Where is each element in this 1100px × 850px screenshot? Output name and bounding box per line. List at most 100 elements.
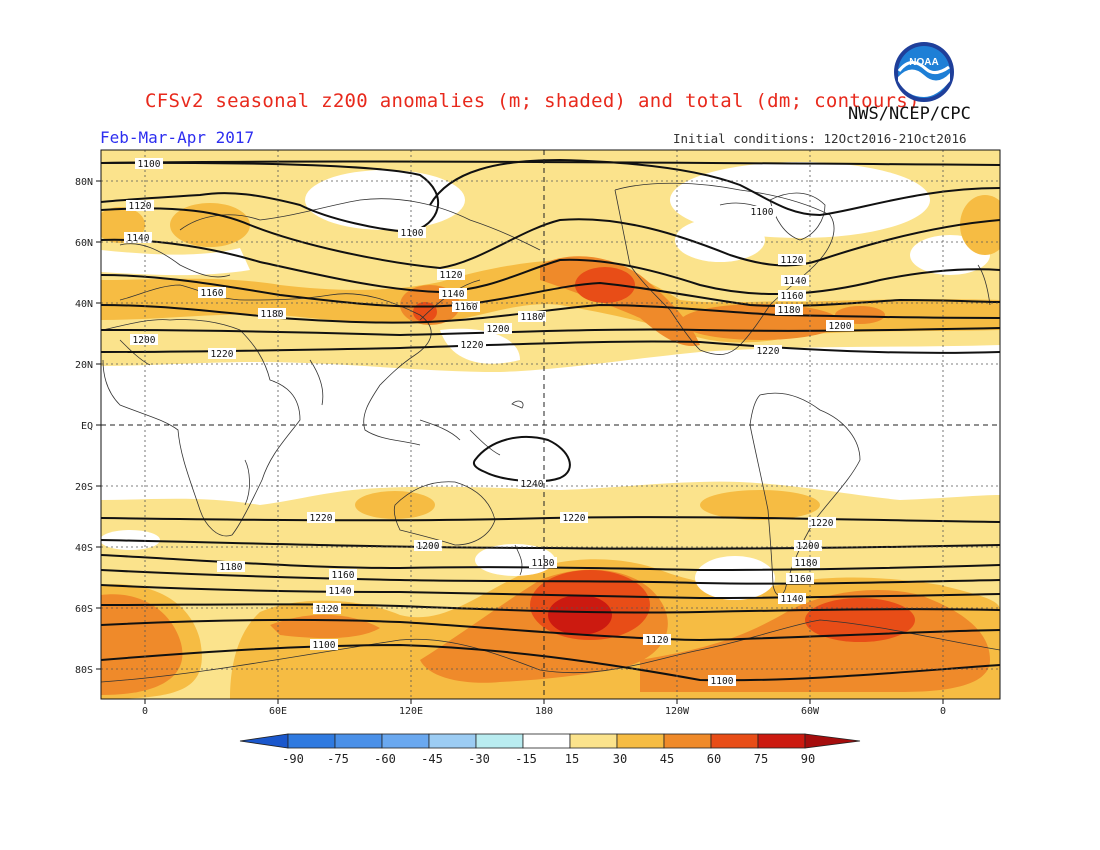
colorbar-label: -30 bbox=[468, 752, 490, 766]
contour-label: 1180 bbox=[217, 561, 245, 573]
svg-text:1120: 1120 bbox=[129, 201, 152, 212]
svg-text:1140: 1140 bbox=[127, 233, 150, 244]
lon-label: 120W bbox=[665, 706, 690, 717]
noaa-logo-text: NOAA bbox=[909, 57, 938, 68]
map-title: CFSv2 seasonal z200 anomalies (m; shaded… bbox=[145, 90, 920, 112]
colorbar-swatch bbox=[522, 733, 571, 749]
initial-conditions-label: Initial conditions: 12Oct2016-21Oct2016 bbox=[673, 131, 967, 146]
colorbar: -90 -75 -60 -45 -30 -15 15 30 45 60 75 9… bbox=[239, 733, 861, 766]
svg-text:1200: 1200 bbox=[417, 541, 440, 552]
svg-text:1120: 1120 bbox=[646, 635, 669, 646]
contour-label: 1200 bbox=[414, 540, 442, 552]
lat-lon-grid bbox=[101, 150, 1000, 699]
lon-label: 0 bbox=[940, 706, 946, 717]
colorbar-swatch bbox=[663, 733, 712, 749]
svg-text:1220: 1220 bbox=[310, 513, 333, 524]
contour-label: 1220 bbox=[458, 339, 486, 351]
colorbar-swatch bbox=[334, 733, 383, 749]
contour-label: 1160 bbox=[452, 301, 480, 313]
contour-label: 1240 bbox=[518, 478, 546, 490]
contour-label: 1200 bbox=[484, 323, 512, 335]
colorbar-swatch bbox=[428, 733, 477, 749]
lat-label: 20N bbox=[75, 360, 93, 371]
colorbar-label: 75 bbox=[754, 752, 768, 766]
svg-text:1220: 1220 bbox=[563, 513, 586, 524]
svg-text:1140: 1140 bbox=[329, 586, 352, 597]
svg-text:1140: 1140 bbox=[781, 594, 804, 605]
contour-label: 1200 bbox=[794, 540, 822, 552]
colorbar-label: -90 bbox=[282, 752, 304, 766]
coastlines bbox=[101, 182, 1000, 683]
colorbar-swatch bbox=[757, 733, 806, 749]
lat-label: 60S bbox=[75, 604, 93, 615]
equator-dateline bbox=[101, 150, 1000, 699]
contour-label: 1120 bbox=[778, 254, 806, 266]
contour-label: 1220 bbox=[560, 512, 588, 524]
contour-label: 1160 bbox=[198, 287, 226, 299]
svg-text:1160: 1160 bbox=[455, 302, 478, 313]
contour-label: 1100 bbox=[748, 206, 776, 218]
svg-text:1180: 1180 bbox=[261, 309, 284, 320]
contour-label: 1180 bbox=[792, 557, 820, 569]
svg-text:1220: 1220 bbox=[461, 340, 484, 351]
longitude-labels: 0 60E 120E 180 120W 60W 0 bbox=[142, 706, 946, 717]
contour-label: 1220 bbox=[808, 517, 836, 529]
contour-label: 1220 bbox=[754, 345, 782, 357]
svg-text:1120: 1120 bbox=[316, 604, 339, 615]
map-frame bbox=[100, 149, 1001, 700]
contour-label: 1140 bbox=[326, 585, 354, 597]
anomaly-shading bbox=[101, 150, 1000, 699]
svg-text:1200: 1200 bbox=[829, 321, 852, 332]
contour-label: 1100 bbox=[310, 639, 338, 651]
colorbar-label: 60 bbox=[707, 752, 721, 766]
svg-text:1220: 1220 bbox=[757, 346, 780, 357]
lat-label: 80N bbox=[75, 177, 93, 188]
lon-label: 60W bbox=[801, 706, 820, 717]
colorbar-swatch bbox=[239, 733, 289, 749]
lat-label: 20S bbox=[75, 482, 93, 493]
svg-text:1160: 1160 bbox=[781, 291, 804, 302]
svg-text:1180: 1180 bbox=[521, 312, 544, 323]
contour-label: 1140 bbox=[778, 593, 806, 605]
contour-label: 1180 bbox=[775, 304, 803, 316]
contour-label: 1120 bbox=[643, 634, 671, 646]
contour-label: 1100 bbox=[708, 675, 736, 687]
colorbar-label: 45 bbox=[660, 752, 674, 766]
lon-label: 0 bbox=[142, 706, 148, 717]
svg-text:1200: 1200 bbox=[487, 324, 510, 335]
contour-label: 1200 bbox=[826, 320, 854, 332]
contour-1100-nh bbox=[101, 161, 440, 234]
contour-label: 1160 bbox=[778, 290, 806, 302]
svg-text:1180: 1180 bbox=[220, 562, 243, 573]
svg-text:1160: 1160 bbox=[789, 574, 812, 585]
contour-labels: 1100 1100 1100 1120 1120 1120 1140 1140 bbox=[124, 158, 854, 687]
lon-label: 180 bbox=[535, 706, 553, 717]
svg-text:1240: 1240 bbox=[521, 479, 544, 490]
colorbar-label: -45 bbox=[421, 752, 443, 766]
contour-label: 1140 bbox=[781, 275, 809, 287]
colorbar-swatch bbox=[381, 733, 430, 749]
colorbar-swatch bbox=[287, 733, 336, 749]
contour-label: 1120 bbox=[437, 269, 465, 281]
contour-label: 1160 bbox=[786, 573, 814, 585]
svg-text:1120: 1120 bbox=[440, 270, 463, 281]
contour-label: 1100 bbox=[398, 227, 426, 239]
svg-text:1100: 1100 bbox=[401, 228, 424, 239]
contour-label: 1120 bbox=[126, 200, 154, 212]
lat-label: 40N bbox=[75, 299, 93, 310]
contour-label: 1100 bbox=[135, 158, 163, 170]
height-contours bbox=[101, 158, 1000, 682]
lat-label: 40S bbox=[75, 543, 93, 554]
contour-label: 1160 bbox=[329, 569, 357, 581]
colorbar-swatch bbox=[569, 733, 618, 749]
colorbar-label: -60 bbox=[374, 752, 396, 766]
lat-label: EQ bbox=[81, 421, 93, 432]
svg-text:1180: 1180 bbox=[795, 558, 818, 569]
lat-label: 60N bbox=[75, 238, 93, 249]
svg-text:1100: 1100 bbox=[751, 207, 774, 218]
contour-label: 1220 bbox=[208, 348, 236, 360]
contour-label: 1180 bbox=[529, 557, 557, 569]
latitude-labels: 80N 60N 40N 20N EQ 20S 40S 60S 80S bbox=[75, 177, 93, 676]
svg-text:1180: 1180 bbox=[778, 305, 801, 316]
svg-text:1100: 1100 bbox=[138, 159, 161, 170]
